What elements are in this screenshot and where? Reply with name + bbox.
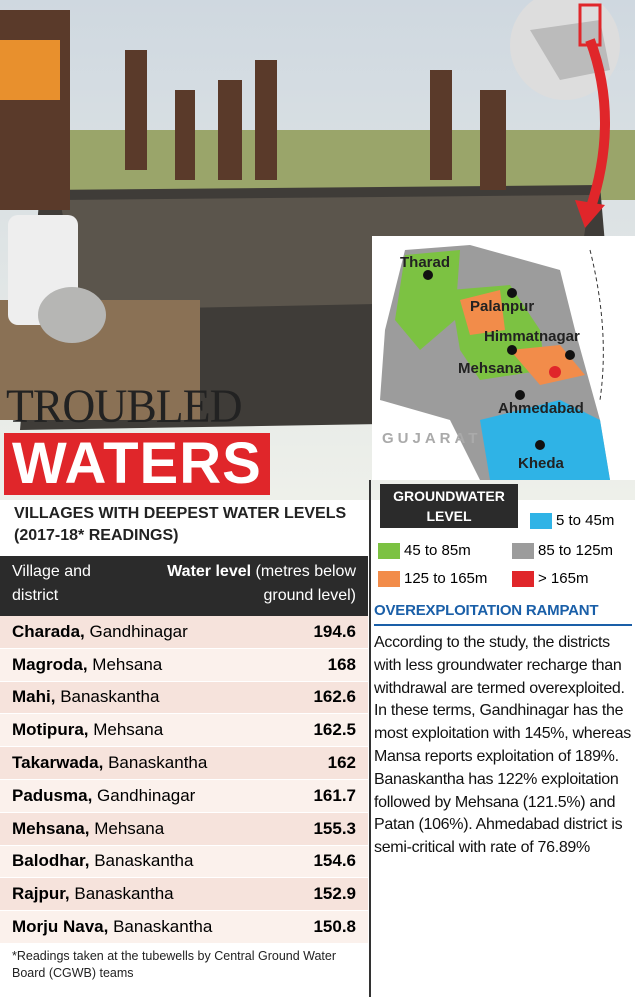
map-label: GUJARAT [382,430,482,447]
district: Mehsana [93,720,164,740]
village: Charada, [12,621,85,641]
cell: Padusma, Gandhinagar [12,786,195,806]
village: Mehsana, [12,818,90,838]
table-row: Motipura, Mehsana 162.5 [0,714,368,748]
table-header: Village and district Water level (metres… [0,556,368,616]
legend-item: 45 to 85m [378,541,471,561]
header-text: Water level [167,563,252,580]
legend-title: GROUNDWATER LEVEL [380,484,518,528]
legend-swatch [530,513,552,529]
cell: Motipura, Mehsana [12,720,163,740]
village: Magroda, [12,654,88,674]
legend-item: 125 to 165m [378,569,487,589]
district: Banaskantha [60,687,160,707]
district: Banaskantha [113,917,213,937]
cell: Magroda, Mehsana [12,655,162,675]
sidebar-body: According to the study, the districts wi… [374,634,631,857]
table-row: Mehsana, Mehsana 155.3 [0,812,368,846]
level: 150.8 [313,917,356,937]
map-label: Ahmedabad [498,400,584,417]
village: Padusma, [12,785,93,805]
level: 155.3 [313,818,356,838]
village: Rajpur, [12,884,70,904]
map-label: Kheda [518,455,564,472]
cell: Morju Nava, Banaskantha [12,917,212,937]
legend-swatch [378,543,400,559]
map-label: Tharad [400,254,451,271]
cell: Charada, Gandhinagar [12,622,188,642]
legend-label: 5 to 45m [556,512,615,529]
cell: Mehsana, Mehsana [12,819,164,839]
legend-label: > 165m [538,570,589,587]
village: Balodhar, [12,851,90,871]
legend-item: 5 to 45m [530,511,614,531]
header-cell: Village and district [12,563,91,604]
table-row: Balodhar, Banaskantha 154.6 [0,845,368,879]
level: 162.5 [313,720,356,740]
table-row: Takarwada, Banaskantha 162 [0,747,368,780]
table-row: Rajpur, Banaskantha 152.9 [0,878,368,912]
table-row: Charada, Gandhinagar 194.6 [0,616,368,649]
district: Mehsana [94,818,165,838]
table-row: Mahi, Banaskantha 162.6 [0,681,368,715]
village: Motipura, [12,720,89,740]
table-body: Charada, Gandhinagar 194.6 Magroda, Mehsan… [0,616,368,944]
level: 168 [327,654,356,674]
legend-swatch [512,571,534,587]
divider [369,480,371,997]
table-row: Morju Nava, Banaskantha 150.8 [0,911,368,944]
legend-item: 85 to 125m [512,541,613,561]
table-row: Padusma, Gandhinagar 161.7 [0,779,368,813]
title-line: TROUBLED [6,380,243,433]
district: Banaskantha [94,851,194,871]
level: 161.7 [313,785,356,805]
level: 154.6 [313,851,356,871]
table-row: Magroda, Mehsana 168 [0,648,368,682]
level: 162.6 [313,687,356,707]
map-label: Himmatnagar [484,328,580,345]
village: Takarwada, [12,753,104,773]
district: Banaskantha [108,753,208,773]
subtitle: VILLAGES WITH DEEPEST WATER LEVELS (2017… [14,505,347,544]
level: 194.6 [313,621,356,641]
district: Banaskantha [74,884,174,904]
legend: 5 to 45m 45 to 85m 85 to 125m 125 to 165m > … [372,480,635,592]
district: Mehsana [92,654,163,674]
map-label: Mehsana [458,360,523,377]
table: Village and district Water level (metres… [0,556,368,944]
level: 162 [327,753,356,773]
village: Morju Nava, [12,917,109,937]
legend-swatch [378,571,400,587]
legend-swatch [512,543,534,559]
cell: Balodhar, Banaskantha [12,851,193,871]
legend-label: 125 to 165m [404,570,488,587]
header-text: (metres below ground level) [255,563,356,604]
title-line: WATERS [4,433,270,495]
legend-label: 85 to 125m [538,542,614,559]
village: Mahi, [12,687,56,707]
legend-item: > 165m [512,569,588,589]
header-cell: Water level (metres below ground level) [130,560,356,612]
map-label: Palanpur [470,298,535,315]
level: 152.9 [313,884,356,904]
district: Gandhinagar [89,621,188,641]
sidebar: OVEREXPLOITATION RAMPANT According to th… [374,598,632,860]
cell: Mahi, Banaskantha [12,687,159,707]
district: Gandhinagar [97,785,196,805]
footnote: *Readings taken at the tubewells by Cent… [12,949,337,980]
sidebar-title: OVEREXPLOITATION RAMPANT [374,598,632,626]
cell: Rajpur, Banaskantha [12,884,174,904]
cell: Takarwada, Banaskantha [12,753,207,773]
photo [0,0,635,500]
legend-label: 45 to 85m [404,542,471,559]
